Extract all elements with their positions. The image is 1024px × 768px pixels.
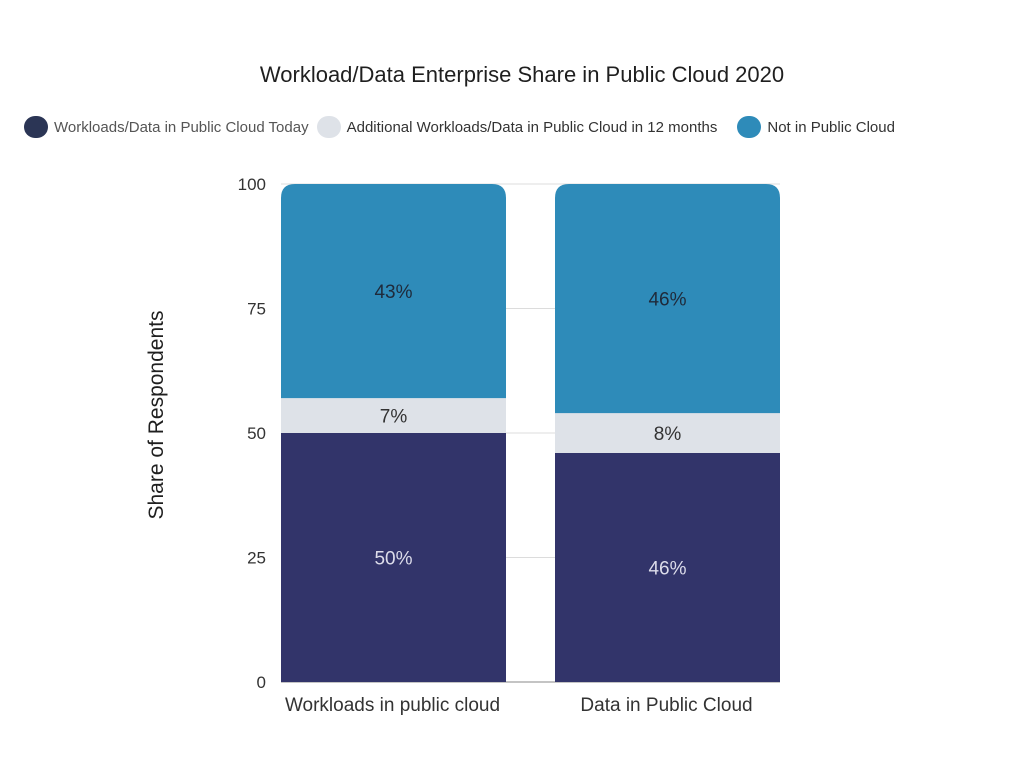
legend-item-not-in-cloud[interactable]: Not in Public Cloud bbox=[737, 116, 895, 138]
legend-label-additional: Additional Workloads/Data in Public Clou… bbox=[346, 118, 718, 136]
bar-data-in-public-cloud-workloads-data-in-public-cloud-today bbox=[555, 452, 780, 682]
x-tick-label-data-in-public-cloud: Data in Public Cloud bbox=[580, 695, 752, 716]
legend-label-not-in-cloud: Not in Public Cloud bbox=[767, 118, 895, 136]
legend-swatch-today bbox=[24, 116, 48, 138]
bar-data-in-public-cloud-not-in-public-cloud bbox=[555, 184, 780, 414]
legend-swatch-not-in-cloud bbox=[737, 116, 762, 138]
legend-label-today: Workloads/Data in Public Cloud Today bbox=[54, 118, 309, 136]
y-tick-label-75: 75 bbox=[247, 300, 266, 319]
y-tick-label-50: 50 bbox=[247, 424, 266, 443]
bar-workloads-in-public-cloud-workloads-data-in-public-cloud-today bbox=[281, 433, 506, 682]
data-label-workloads-in-public-cloud-workloads-data-in-public-cloud-today: 50% bbox=[374, 549, 412, 570]
x-tick-label-workloads-in-public-cloud: Workloads in public cloud bbox=[285, 695, 500, 716]
chart-title: Workload/Data Enterprise Share in Public… bbox=[259, 62, 785, 87]
chart-legend: Workloads/Data in Public Cloud Today Add… bbox=[24, 115, 895, 139]
data-label-data-in-public-cloud-not-in-public-cloud: 46% bbox=[648, 290, 686, 311]
bar-workloads-in-public-cloud-additional-workloads-data-in-public-cloud-in-12-months bbox=[281, 398, 506, 433]
data-label-data-in-public-cloud-workloads-data-in-public-cloud-today: 46% bbox=[648, 558, 686, 579]
legend-swatch-additional bbox=[316, 116, 341, 138]
data-label-data-in-public-cloud-additional-workloads-data-in-public-cloud-in-12-months: 8% bbox=[654, 424, 682, 445]
y-tick-label-100: 100 bbox=[238, 175, 266, 194]
bar-workloads-in-public-cloud-not-in-public-cloud bbox=[281, 184, 506, 399]
data-label-workloads-in-public-cloud-additional-workloads-data-in-public-cloud-in-12-months: 7% bbox=[380, 407, 408, 428]
bar-data-in-public-cloud-additional-workloads-data-in-public-cloud-in-12-months bbox=[555, 413, 780, 453]
legend-item-today[interactable]: Workloads/Data in Public Cloud Today bbox=[24, 116, 309, 138]
data-label-workloads-in-public-cloud-not-in-public-cloud: 43% bbox=[374, 282, 412, 303]
y-tick-label-0: 0 bbox=[257, 673, 266, 692]
y-tick-label-25: 25 bbox=[247, 549, 266, 568]
legend-item-additional[interactable]: Additional Workloads/Data in Public Clou… bbox=[316, 116, 718, 138]
